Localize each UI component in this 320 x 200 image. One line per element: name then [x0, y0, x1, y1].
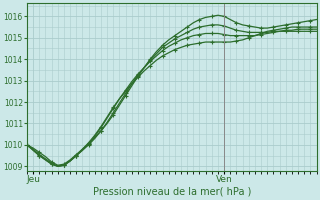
- X-axis label: Pression niveau de la mer( hPa ): Pression niveau de la mer( hPa ): [92, 187, 251, 197]
